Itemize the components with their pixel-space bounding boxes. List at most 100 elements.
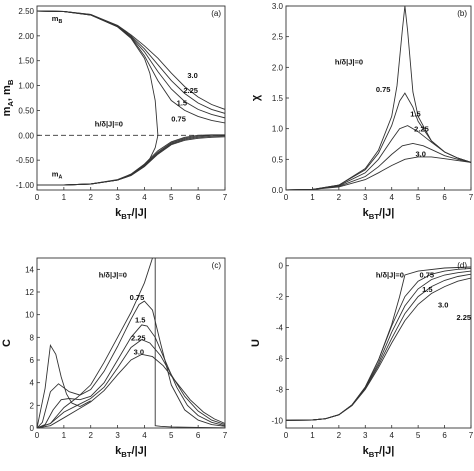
y-tick-label: -8 [276, 385, 284, 394]
series-line-1 [37, 10, 225, 124]
series-line-4 [37, 10, 225, 110]
x-tick-label: 1 [310, 431, 315, 440]
data-label: 1.5 [410, 109, 420, 118]
series-line-9 [37, 134, 225, 186]
series-line-1 [286, 267, 471, 421]
data-label: mB​ [52, 14, 63, 25]
x-tick-label: 0 [284, 193, 289, 202]
x-tick-label: 6 [196, 193, 201, 202]
plot-frame [285, 5, 472, 191]
series-line-1 [286, 92, 471, 190]
series-line-2 [286, 270, 471, 421]
y-tick-label: 1.50 [18, 57, 34, 66]
data-label: 1.5 [177, 98, 187, 107]
y-tick-label: 0.5 [272, 155, 284, 164]
y-tick-label: -4 [276, 324, 284, 333]
x-tick-label: 3 [363, 431, 368, 440]
y-tick-label: 12 [25, 288, 34, 297]
y-tick-label: 2 [30, 401, 35, 410]
data-label: 2.25 [456, 313, 471, 322]
y-tick-label: 0 [30, 424, 35, 433]
y-tick-label: 0.00 [18, 131, 34, 140]
data-label: 0.75 [376, 85, 391, 94]
series-line-5 [37, 343, 91, 428]
series-line-8 [37, 134, 225, 186]
plot-frame [36, 5, 226, 191]
y-tick-label: 1.5 [272, 94, 284, 103]
series-line-3 [286, 142, 471, 190]
data-label: h/δ|J|=0 [376, 270, 404, 279]
x-tick-label: 2 [88, 193, 93, 202]
series-line-0 [286, 266, 471, 421]
y-axis-label: U [250, 339, 262, 347]
x-tick-label: 0 [284, 431, 289, 440]
plot-frame [36, 257, 226, 429]
x-tick-label: 5 [416, 431, 421, 440]
panel-d: 0 1 2 3 4 5 6 7 -10 -8 -6 -4 -2 0 kBT​/|J| U (d) h/δ|J|=0… [250, 257, 474, 459]
series-line-1 [37, 300, 225, 428]
plot-frame [285, 257, 472, 429]
x-tick-label: 4 [142, 431, 147, 440]
series-line-3 [286, 273, 471, 421]
series-line-2 [286, 125, 471, 190]
x-axis-label: kBT​/|J| [115, 207, 147, 221]
x-tick-label: 6 [442, 431, 447, 440]
series-group [286, 266, 471, 421]
x-tick-label: 2 [337, 193, 342, 202]
panel-c: 0123456702468101214kBT​/|J|C(c)h/δ|J|=00… [1, 257, 228, 459]
x-axis-label: kBT​/|J| [363, 207, 395, 221]
series-line-4 [286, 277, 471, 421]
data-label: 0.75 [130, 293, 145, 302]
x-tick-label: 2 [88, 431, 93, 440]
panel-label: (a) [211, 9, 221, 18]
y-tick-label: 0.50 [18, 106, 34, 115]
series-group [286, 6, 471, 190]
data-label: 2.25 [183, 86, 198, 95]
data-label: 0.75 [171, 114, 186, 123]
y-axis-label: C [1, 339, 13, 347]
y-axis-label: mA​, mB​ [1, 79, 15, 116]
series-group [37, 258, 225, 428]
y-tick-label: 1.00 [18, 82, 34, 91]
y-tick-label: 0 [279, 262, 284, 271]
x-tick-label: 1 [310, 193, 315, 202]
x-tick-label: 0 [35, 193, 40, 202]
series-line-3 [37, 339, 225, 428]
data-label: 3.0 [416, 149, 426, 158]
x-tick-label: 5 [169, 431, 174, 440]
x-axis-label: kBT​/|J| [115, 445, 147, 459]
y-tick-label: 10 [25, 311, 34, 320]
y-tick-label: 1.0 [272, 125, 284, 134]
x-tick-label: 7 [223, 431, 228, 440]
series-group [37, 10, 225, 186]
data-label: h/δ|J|=0 [99, 270, 127, 279]
x-tick-label: 3 [115, 431, 120, 440]
y-tick-label: 2.00 [18, 32, 34, 41]
x-tick-label: 3 [363, 193, 368, 202]
series-line-6 [37, 136, 225, 186]
series-line-7 [37, 135, 225, 186]
x-axis-label: kBT​/|J| [363, 445, 395, 459]
series-line-0 [37, 258, 225, 428]
x-tick-label: 6 [196, 431, 201, 440]
y-tick-label: 8 [30, 333, 35, 342]
y-tick-label: 6 [30, 356, 35, 365]
y-tick-label: 0.0 [272, 186, 284, 195]
x-tick-label: 5 [416, 193, 421, 202]
x-tick-label: 4 [389, 431, 394, 440]
panel-label: (d) [457, 261, 467, 270]
y-tick-label: -1.00 [16, 181, 35, 190]
series-line-4 [37, 353, 225, 428]
x-tick-label: 4 [389, 193, 394, 202]
y-tick-label: 2.5 [272, 33, 284, 42]
y-tick-label: 4 [30, 379, 35, 388]
x-tick-label: 4 [142, 193, 147, 202]
data-label: 3.0 [134, 347, 144, 356]
data-label: 3.0 [438, 300, 448, 309]
series-line-0 [286, 6, 471, 190]
y-tick-label: 2.0 [272, 63, 284, 72]
x-tick-label: 1 [62, 193, 67, 202]
x-tick-label: 7 [469, 431, 474, 440]
panel-b: 0 1 2 3 4 5 6 7 0.0 0.5 1.0 1.5 2.0 2.5 3.0 kBT​/|J| χ (b… [250, 2, 474, 221]
